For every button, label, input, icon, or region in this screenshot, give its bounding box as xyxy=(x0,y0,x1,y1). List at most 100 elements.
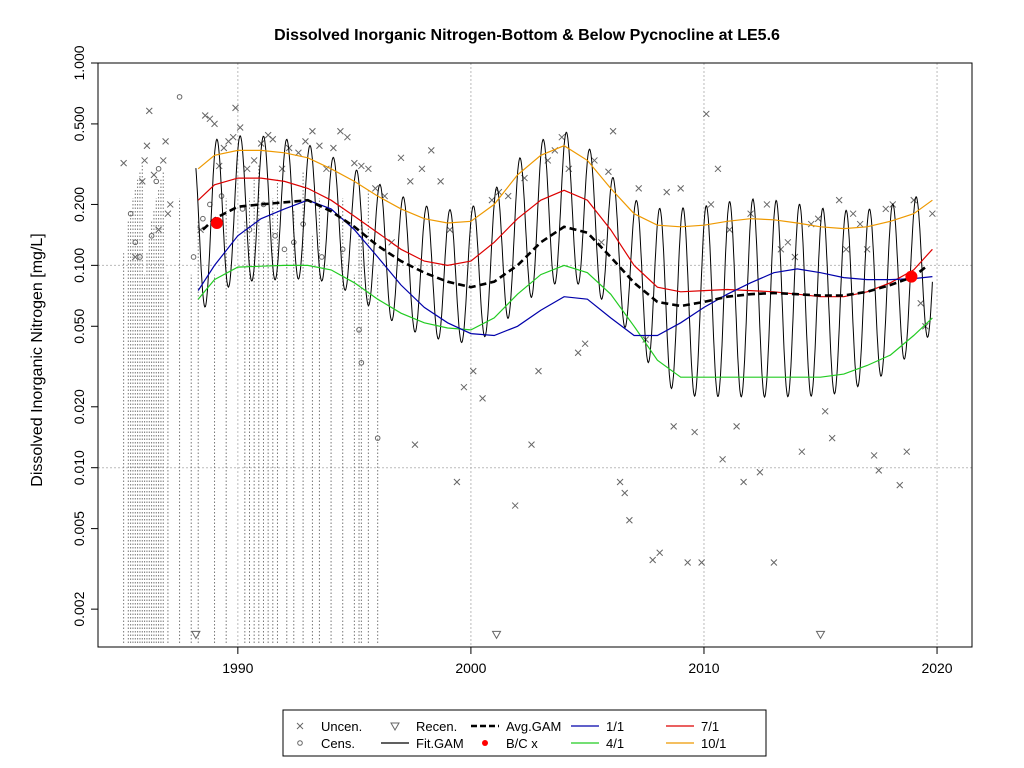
uncensored-point-stroke xyxy=(236,124,244,131)
uncensored-point xyxy=(896,481,904,489)
uncensored-point-stroke xyxy=(691,428,699,436)
censored-point xyxy=(137,254,143,260)
censored-point xyxy=(155,166,162,172)
censored-point xyxy=(281,246,288,253)
legend-item: 4/1 xyxy=(571,736,624,751)
series-7-1-line xyxy=(197,177,933,298)
uncensored-point-stroke xyxy=(495,188,503,196)
censored-point xyxy=(374,435,381,441)
uncensored-point-stroke xyxy=(917,299,925,307)
uncensored-point-stroke xyxy=(605,168,612,176)
legend-label: Recen. xyxy=(416,719,457,734)
uncensored-point xyxy=(358,162,365,170)
legend-circle-icon xyxy=(297,740,303,746)
uncensored-point xyxy=(821,407,829,415)
uncensored-point-stroke xyxy=(397,154,405,162)
uncensored-point-stroke xyxy=(835,196,843,204)
uncensored-point-stroke xyxy=(656,549,664,557)
uncensored-point-stroke xyxy=(714,165,722,173)
y-tick-label: 0.020 xyxy=(71,389,87,424)
uncensored-point-stroke xyxy=(232,104,239,112)
uncensored-point xyxy=(162,138,169,145)
uncensored-point xyxy=(798,448,806,456)
bc-point xyxy=(210,216,223,229)
series-10-1-line xyxy=(197,145,933,230)
uncensored-point xyxy=(670,423,678,430)
uncensored-point xyxy=(232,104,239,112)
uncensored-point xyxy=(649,556,657,564)
uncensored-point xyxy=(828,434,836,442)
censored-point xyxy=(190,254,197,260)
uncensored-point-stroke xyxy=(733,423,740,430)
y-tick-label: 1.000 xyxy=(71,45,87,80)
uncensored-point xyxy=(236,124,244,131)
uncensored-point xyxy=(842,245,850,253)
uncensored-point xyxy=(698,559,705,566)
uncensored-point-stroke xyxy=(264,131,272,139)
uncensored-point xyxy=(535,367,542,375)
censored-point xyxy=(176,94,183,100)
uncensored-point xyxy=(663,188,671,196)
uncensored-point xyxy=(756,468,764,476)
uncensored-point-stroke xyxy=(206,115,214,123)
uncensored-point xyxy=(446,226,454,234)
legend-item: B/C x xyxy=(482,736,538,751)
uncensored-point xyxy=(882,205,890,213)
uncensored-point xyxy=(437,178,444,185)
uncensored-point-stroke xyxy=(162,138,169,145)
uncensored-point-stroke xyxy=(763,201,771,208)
uncensored-point xyxy=(777,245,785,253)
legend-label: 10/1 xyxy=(701,736,726,751)
uncensored-point xyxy=(770,559,778,566)
uncensored-point xyxy=(495,188,503,196)
grid xyxy=(98,62,972,647)
uncensored-point xyxy=(684,559,692,566)
uncensored-point-stroke xyxy=(770,559,778,566)
uncensored-point xyxy=(791,253,799,261)
uncensored-point-stroke xyxy=(337,127,344,135)
uncensored-point xyxy=(411,441,419,449)
uncensored-point-stroke xyxy=(358,162,365,170)
uncensored-point xyxy=(504,192,512,200)
uncensored-point xyxy=(528,441,535,449)
uncensored-point-stroke xyxy=(418,165,426,173)
uncensored-point-stroke xyxy=(488,196,496,204)
uncensored-point-stroke xyxy=(155,226,162,234)
uncensored-point xyxy=(616,478,624,486)
uncensored-point-stroke xyxy=(316,142,323,150)
uncensored-point-stroke xyxy=(707,201,715,208)
y-tick-label: 0.050 xyxy=(71,309,87,344)
legend-item: 1/1 xyxy=(571,719,624,734)
uncensored-point-stroke xyxy=(849,210,857,218)
uncensored-point-stroke xyxy=(821,407,829,415)
uncensored-point-stroke xyxy=(814,215,822,223)
legend: Uncen. Cens. Recen. Fit.GAM Avg.GAM B/C x 1/1 4… xyxy=(282,709,767,757)
uncensored-point-stroke xyxy=(719,455,726,463)
uncensored-point-stroke xyxy=(145,107,153,115)
legend-box xyxy=(282,709,767,757)
uncensored-point xyxy=(702,110,710,118)
uncensored-point-stroke xyxy=(621,489,629,497)
uncensored-point-stroke xyxy=(309,127,316,135)
legend-dot-icon xyxy=(482,740,488,746)
bc-point xyxy=(905,270,918,283)
uncensored-point xyxy=(707,201,715,208)
uncensored-point-stroke xyxy=(411,441,419,449)
series-4-1-line xyxy=(197,264,933,378)
legend-label: Cens. xyxy=(321,736,355,751)
uncensored-point xyxy=(917,299,925,307)
uncensored-point xyxy=(875,467,883,474)
uncensored-point-stroke xyxy=(120,159,127,167)
uncensored-point xyxy=(453,478,461,486)
uncensored-point xyxy=(719,455,726,463)
censored-point xyxy=(272,232,278,239)
uncensored-point-stroke xyxy=(211,120,218,128)
series-1-1-line xyxy=(197,199,933,337)
uncensored-point-stroke xyxy=(269,135,277,143)
censored-point xyxy=(148,232,155,239)
uncensored-point-stroke xyxy=(726,226,733,234)
uncensored-point-stroke xyxy=(197,226,204,234)
uncensored-point xyxy=(220,144,228,152)
uncensored-point-stroke xyxy=(698,559,705,566)
